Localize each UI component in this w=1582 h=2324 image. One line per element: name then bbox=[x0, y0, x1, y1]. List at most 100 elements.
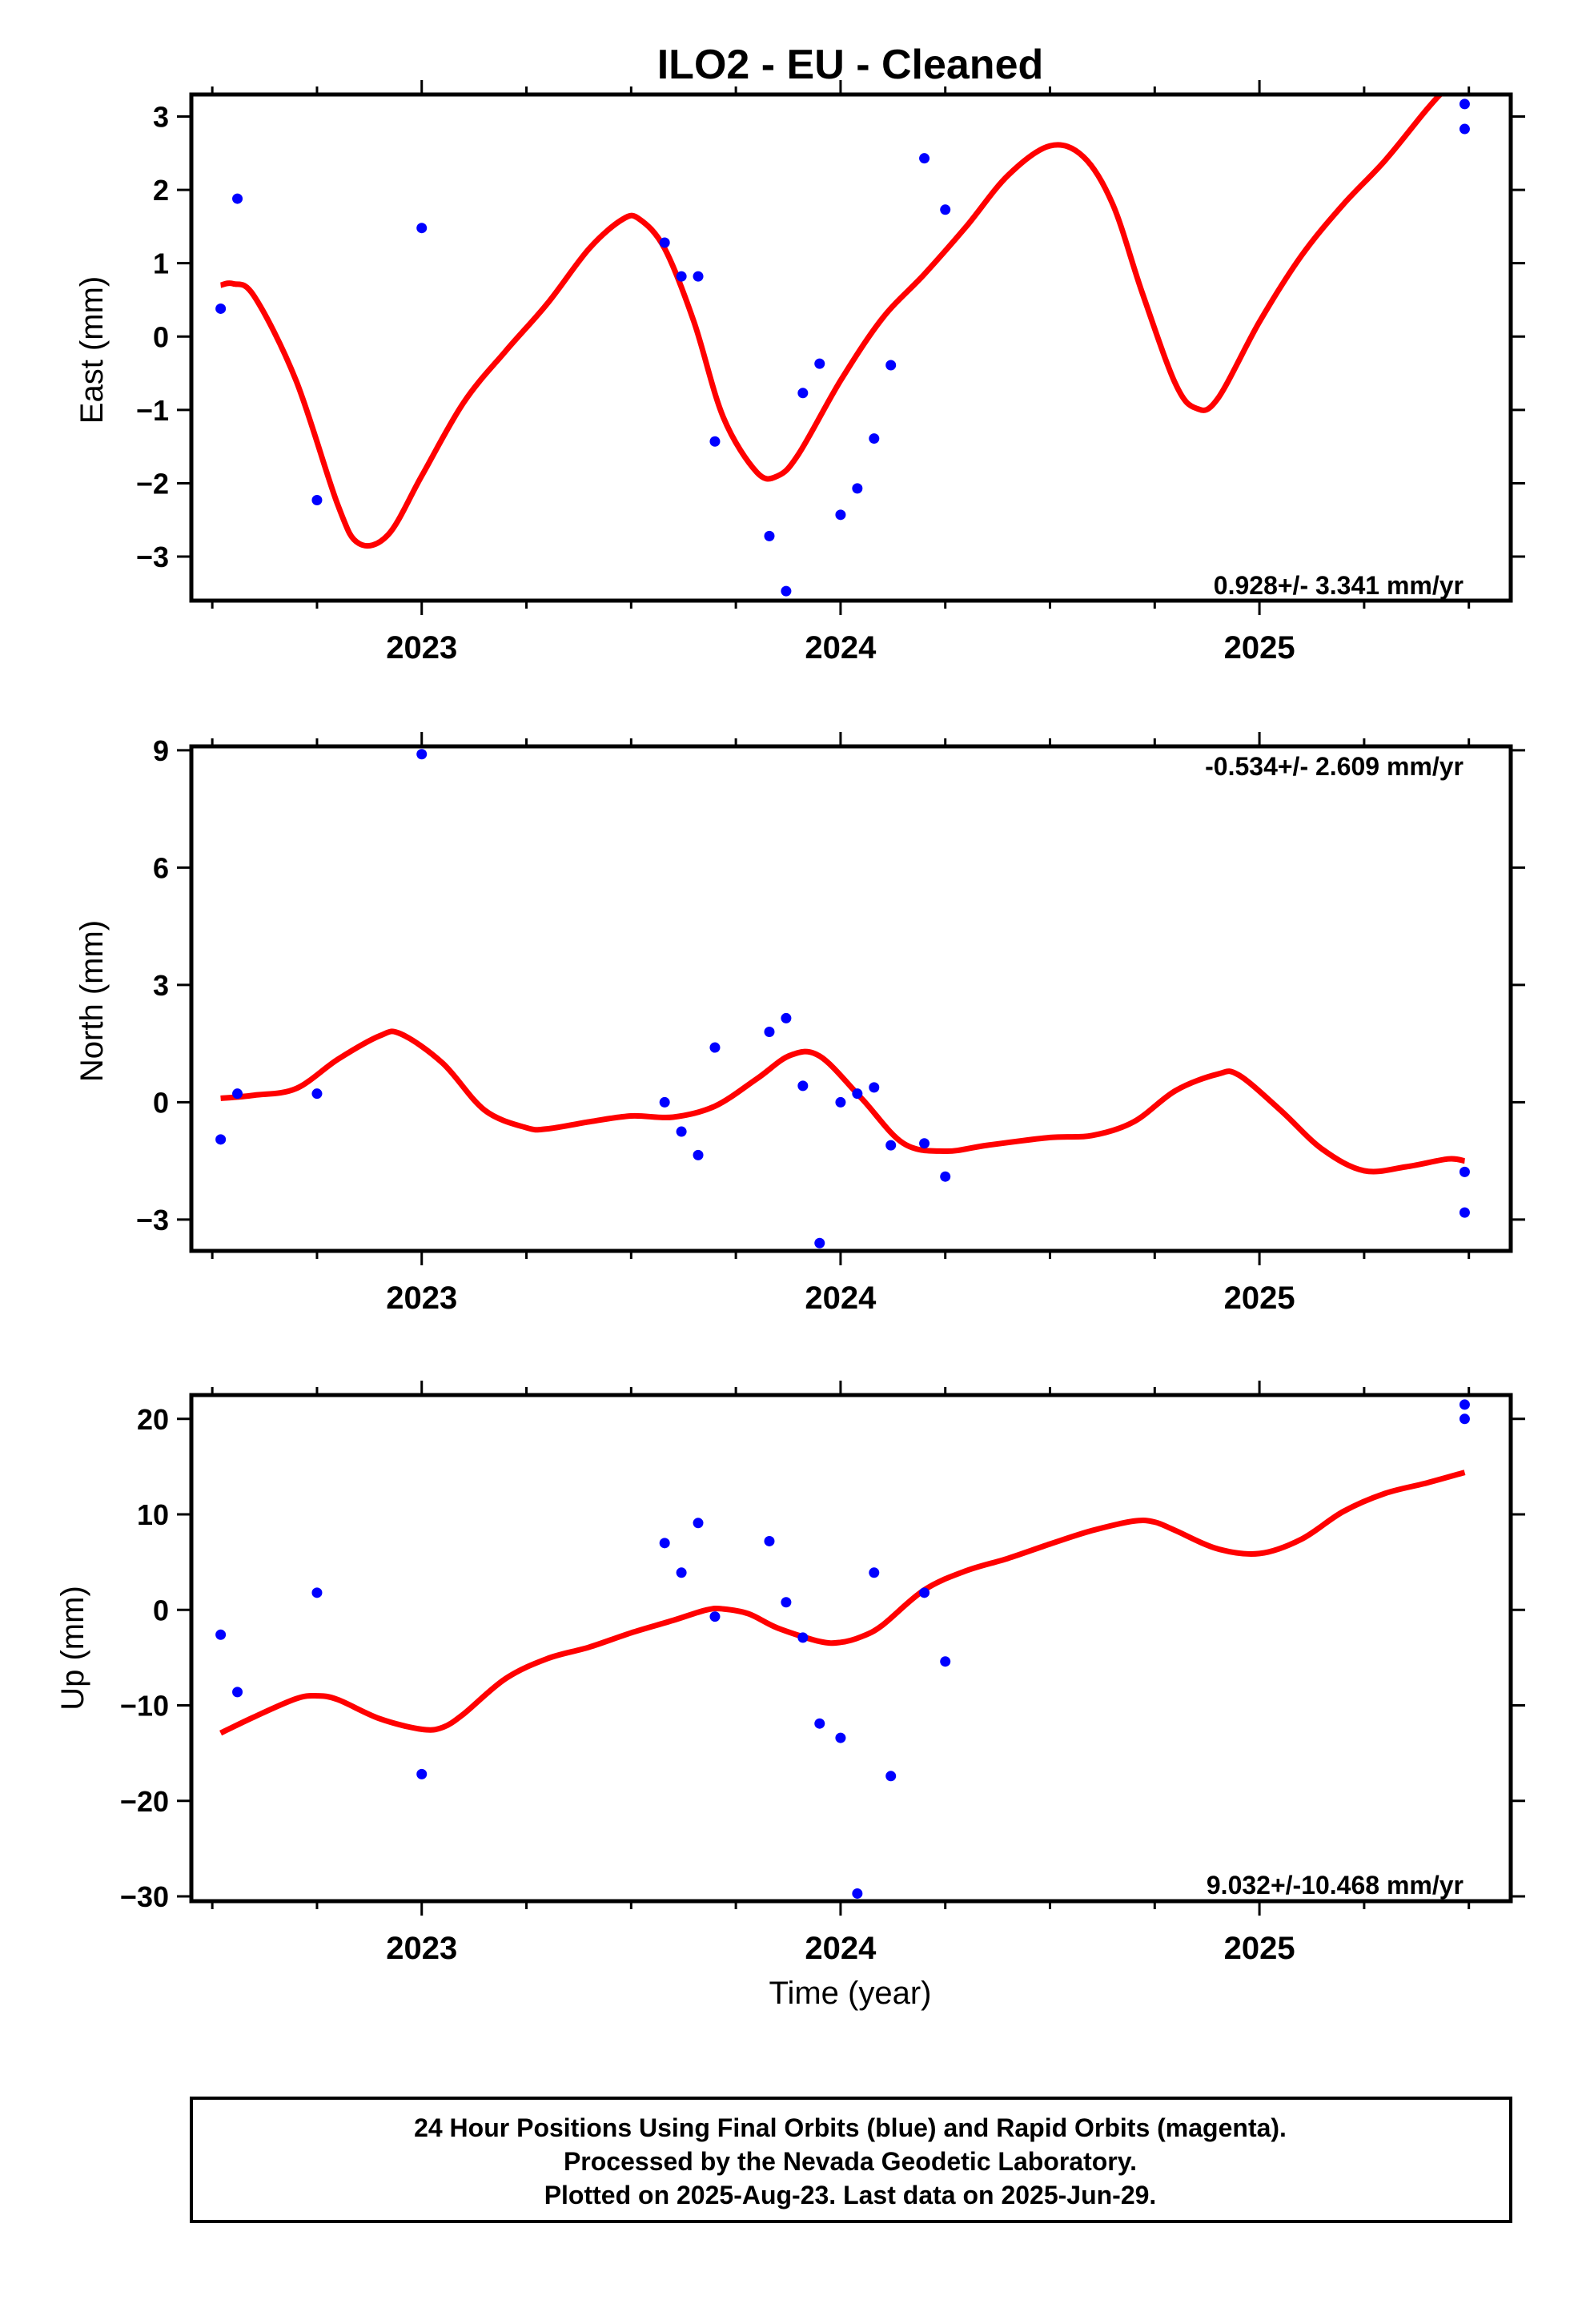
north-data-point bbox=[764, 1027, 775, 1038]
up-x-tick-label: 2023 bbox=[386, 1931, 457, 1966]
east-data-point bbox=[764, 530, 775, 541]
up-y-tick-label: 20 bbox=[137, 1403, 169, 1436]
east-y-tick-label: −2 bbox=[136, 467, 169, 500]
up-y-tick-label: 10 bbox=[137, 1498, 169, 1531]
east-data-point bbox=[693, 271, 704, 282]
north-x-tick-label: 2025 bbox=[1224, 1281, 1295, 1316]
footer-line-1: 24 Hour Positions Using Final Orbits (bl… bbox=[414, 2113, 1287, 2142]
north-data-point bbox=[232, 1088, 243, 1100]
up-y-tick-label: −10 bbox=[120, 1690, 169, 1723]
east-y-tick-label: 2 bbox=[153, 174, 169, 207]
east-data-point bbox=[852, 483, 863, 494]
east-data-point bbox=[215, 303, 227, 314]
north-x-tick-label: 2024 bbox=[805, 1281, 877, 1316]
north-data-point bbox=[693, 1149, 704, 1160]
east-data-point bbox=[311, 495, 323, 506]
north-data-point bbox=[869, 1082, 880, 1093]
up-data-point bbox=[416, 1768, 428, 1779]
north-data-point bbox=[852, 1088, 863, 1100]
east-x-tick-label: 2025 bbox=[1224, 630, 1295, 665]
up-y-axis-label: Up (mm) bbox=[55, 1586, 90, 1711]
up-data-point bbox=[852, 1888, 863, 1899]
north-plot-frame bbox=[189, 744, 1513, 1253]
east-data-point bbox=[659, 237, 670, 248]
north-y-tick-label: 9 bbox=[153, 734, 169, 767]
north-model-curve bbox=[220, 1028, 1466, 1175]
east-axes: 2023 2024 2025 −3 −2 −1 0 1 2 3 bbox=[136, 80, 1525, 665]
north-y-tick-label: 0 bbox=[153, 1086, 169, 1119]
east-data-point bbox=[781, 585, 792, 597]
east-rate-annotation: 0.928+/- 3.341 mm/yr bbox=[1214, 571, 1464, 600]
east-x-tick-label: 2023 bbox=[386, 630, 457, 665]
east-y-tick-label: −3 bbox=[136, 541, 169, 573]
north-data-point bbox=[814, 1237, 825, 1248]
up-data-point bbox=[709, 1611, 721, 1622]
footer-line-3: Plotted on 2025-Aug-23. Last data on 202… bbox=[544, 2181, 1157, 2209]
east-data-point bbox=[814, 358, 825, 369]
east-data-point bbox=[835, 509, 846, 521]
figure-title: ILO2 - EU - Cleaned bbox=[657, 42, 1044, 88]
east-panel: 2023 2024 2025 −3 −2 −1 0 1 2 3 East (mm) 0.928+/… bbox=[74, 80, 1525, 665]
up-data-point bbox=[781, 1597, 792, 1608]
north-data-point bbox=[781, 1012, 792, 1023]
east-y-tick-label: 1 bbox=[153, 247, 169, 280]
north-axes: 2023 2024 2025 −3 0 3 6 9 bbox=[136, 732, 1525, 1316]
up-rate-annotation: 9.032+/-10.468 mm/yr bbox=[1207, 1871, 1464, 1900]
up-data-point bbox=[1459, 1399, 1470, 1410]
east-data-point bbox=[709, 436, 721, 447]
north-data-point bbox=[1459, 1207, 1470, 1218]
east-data-point bbox=[885, 360, 897, 371]
up-data-point bbox=[797, 1632, 809, 1643]
east-y-axis-label: East (mm) bbox=[74, 276, 110, 424]
east-y-tick-label: 3 bbox=[153, 100, 169, 133]
up-data-point bbox=[693, 1518, 704, 1529]
up-data-point bbox=[835, 1732, 846, 1743]
north-panel: 2023 2024 2025 −3 0 3 6 9 North (mm) -0.534+/- … bbox=[74, 732, 1525, 1316]
east-data-point bbox=[1459, 123, 1470, 135]
up-data-point bbox=[764, 1535, 775, 1546]
east-data-point bbox=[940, 204, 951, 215]
north-data-point bbox=[416, 749, 428, 760]
up-data-point bbox=[940, 1656, 951, 1667]
up-data-point bbox=[232, 1687, 243, 1698]
east-data-point bbox=[797, 388, 809, 399]
east-data-point bbox=[676, 271, 687, 282]
up-plot-frame bbox=[189, 1393, 1513, 1904]
up-y-tick-label: −20 bbox=[120, 1785, 169, 1818]
north-data-point bbox=[835, 1096, 846, 1108]
up-data-point bbox=[885, 1771, 897, 1782]
up-y-tick-label: −30 bbox=[120, 1880, 169, 1913]
north-rate-annotation: -0.534+/- 2.609 mm/yr bbox=[1205, 752, 1464, 781]
east-x-tick-label: 2024 bbox=[805, 630, 877, 665]
north-data-point bbox=[797, 1080, 809, 1092]
north-data-point bbox=[311, 1088, 323, 1100]
north-data-point bbox=[940, 1171, 951, 1182]
east-data-point bbox=[416, 223, 428, 234]
up-data-point bbox=[1459, 1413, 1470, 1425]
north-y-axis-label: North (mm) bbox=[74, 920, 110, 1082]
up-data-point bbox=[311, 1587, 323, 1598]
north-data-point bbox=[215, 1134, 227, 1145]
up-data-point bbox=[676, 1567, 687, 1578]
up-x-tick-label: 2024 bbox=[805, 1931, 877, 1966]
north-data-point bbox=[885, 1140, 897, 1151]
up-data-point bbox=[215, 1629, 227, 1640]
east-data-point bbox=[232, 193, 243, 204]
up-data-point bbox=[869, 1567, 880, 1578]
east-data-point bbox=[869, 433, 880, 444]
up-axes: 2023 2024 2025 −30 −20 −10 0 10 20 bbox=[120, 1381, 1525, 1966]
footer-line-2: Processed by the Nevada Geodetic Laborat… bbox=[564, 2147, 1137, 2176]
up-data-point bbox=[919, 1587, 930, 1598]
north-y-tick-label: 3 bbox=[153, 969, 169, 1002]
north-data-point bbox=[659, 1096, 670, 1108]
east-model-curve bbox=[219, 94, 1444, 549]
up-panel: 2023 2024 2025 −30 −20 −10 0 10 20 Up (mm) 9.032… bbox=[55, 1381, 1525, 1966]
east-data-point bbox=[919, 153, 930, 164]
east-y-tick-label: −1 bbox=[136, 394, 169, 427]
north-data-point bbox=[709, 1042, 721, 1053]
north-data-point bbox=[676, 1126, 687, 1137]
east-plot-frame bbox=[189, 92, 1513, 603]
up-x-tick-label: 2025 bbox=[1224, 1931, 1295, 1966]
north-data-point bbox=[1459, 1166, 1470, 1177]
